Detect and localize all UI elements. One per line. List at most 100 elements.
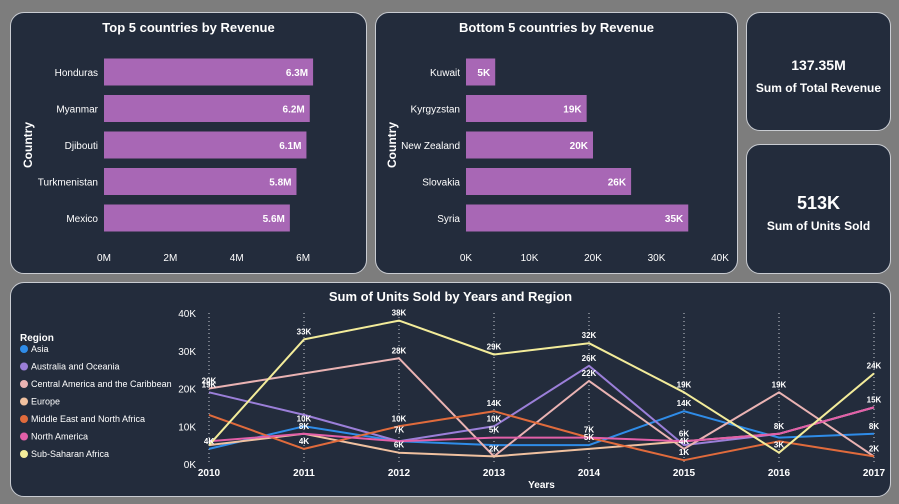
point-data-label: 10K [297,414,312,423]
point-data-label: 33K [297,327,312,336]
line-chart-title: Sum of Units Sold by Years and Region [328,289,573,304]
point-data-label: 5K [584,433,594,442]
bar [104,204,290,232]
series-line [208,319,875,454]
x-tick-label: 2010 [198,468,221,479]
bar [466,58,496,86]
top5-card: Top 5 countries by Revenue Honduras 6.3M M… [10,12,367,274]
series-line [208,410,875,462]
x-tick-label: 20K [584,253,602,264]
point-data-label: 8K [774,422,784,431]
x-axis-title: Years [528,480,555,491]
category-label: Kuwait [430,68,460,79]
legend-marker [20,415,28,423]
y-tick-label: 10K [178,422,196,433]
bar-data-label: 20K [570,141,589,152]
point-data-label: 6K [679,429,689,438]
x-tick-label: 4M [230,253,244,264]
legend-marker [20,450,28,458]
category-label: Syria [437,214,460,225]
legend-label: Middle East and North Africa [31,414,145,424]
bar [466,131,593,159]
category-label: Turkmenistan [38,178,98,189]
point-data-label: 26K [582,354,597,363]
units-kpi-card: 513K Sum of Units Sold [746,144,891,274]
point-data-label: 10K [392,414,407,423]
point-data-label: 32K [582,331,597,340]
units-kpi-value: 513K [796,193,841,213]
point-data-label: 7K [584,426,594,435]
bar-data-label: 35K [665,214,684,225]
x-tick-label: 40K [711,253,729,264]
legend-marker [20,345,28,353]
x-tick-label: 30K [648,253,666,264]
bar [466,95,587,122]
bottom5-card: Bottom 5 countries by Revenue Kuwait 5K Ky… [375,12,738,274]
y-tick-label: 0K [184,460,197,471]
category-label: Kyrgyzstan [411,105,460,116]
bar-data-label: 5.8M [269,178,291,189]
point-data-label: 2K [489,444,499,453]
series-line [208,406,875,443]
legend-marker [20,380,28,388]
point-data-label: 8K [299,422,309,431]
point-data-label: 22K [582,369,597,378]
bar [104,131,307,159]
point-data-label: 4K [204,437,214,446]
y-axis-title: Country [385,122,399,168]
series-line [208,410,875,450]
legend-label: Europe [31,397,60,407]
legend-label: North America [31,432,88,442]
legend-marker [20,362,28,371]
bar-data-label: 5.6M [263,214,285,225]
x-tick-label: 2M [163,253,177,264]
bar-data-label: 6.3M [286,68,308,79]
point-data-label: 8K [869,422,879,431]
legend-label: Central America and the Caribbean [31,379,172,389]
bar-data-label: 6.2M [283,105,305,116]
point-data-label: 1K [679,448,689,457]
category-label: Slovakia [422,178,460,189]
point-data-label: 20K [202,377,217,386]
legend-label: Asia [31,344,49,354]
category-label: New Zealand [401,141,460,152]
legend-label: Sub-Saharan Africa [31,449,109,459]
x-tick-label: 2014 [578,468,601,479]
category-label: Mexico [66,214,98,225]
bar-data-label: 19K [563,105,582,116]
category-label: Djibouti [65,141,98,152]
revenue-kpi-value: 137.35M [791,57,846,73]
x-tick-label: 6M [296,253,310,264]
x-tick-label: 2012 [388,468,411,479]
x-tick-label: 2015 [673,468,696,479]
point-data-label: 15K [867,395,882,404]
bar [466,168,632,195]
y-tick-label: 20K [178,385,196,396]
point-data-label: 7K [394,426,404,435]
legend-title: Region [20,333,54,344]
units-kpi-label: Sum of Units Sold [766,219,871,233]
x-tick-label: 2017 [863,468,886,479]
point-data-label: 14K [487,399,502,408]
y-tick-label: 30K [178,347,196,358]
bottom5-chart: Kuwait 5K Kyrgyzstan 19K New Zealand 20K Slova… [385,58,729,264]
point-data-label: 19K [202,380,217,389]
line-chart-card: Sum of Units Sold by Years and Region 20… [10,282,891,497]
point-data-label: 10K [487,414,502,423]
point-data-label: 38K [392,309,407,318]
bar-data-label: 6.1M [279,141,301,152]
point-data-label: 2K [869,444,879,453]
point-data-label: 4K [679,437,689,446]
x-tick-label: 2011 [293,468,315,479]
point-data-label: 14K [677,399,692,408]
bar-data-label: 5K [477,68,491,79]
bar-data-label: 26K [608,178,627,189]
top5-chart: Honduras 6.3M Myanmar 6.2M Djibouti 6.1M Turkm… [21,58,314,264]
point-data-label: 19K [772,380,787,389]
point-data-label: 3K [774,441,784,450]
point-data-label: 4K [299,437,309,446]
x-tick-label: 0K [460,253,473,264]
category-label: Myanmar [56,105,98,116]
point-data-label: 19K [677,380,692,389]
y-tick-label: 40K [178,309,196,320]
